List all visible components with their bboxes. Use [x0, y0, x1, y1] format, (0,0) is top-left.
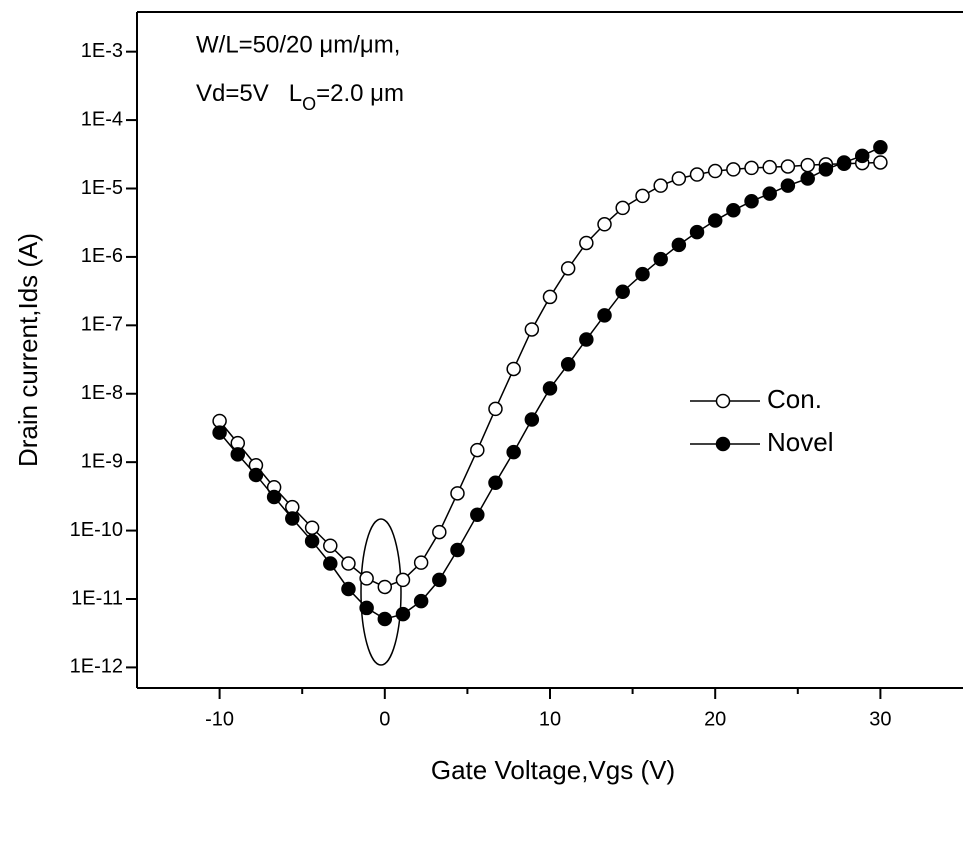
- data-point: [726, 162, 741, 177]
- annotation: W/L=50/20 μm/μm,: [196, 31, 400, 58]
- y-tick-label: 1E-5: [81, 177, 123, 199]
- x-axis-label: Gate Voltage,Vgs (V): [431, 755, 675, 785]
- data-point: [780, 159, 796, 174]
- data-point: [341, 581, 356, 597]
- data-point: [597, 308, 612, 323]
- data-point: [635, 266, 650, 282]
- data-point: [413, 593, 429, 609]
- data-point: [542, 289, 558, 305]
- data-point: [450, 542, 465, 558]
- data-point: [597, 217, 612, 232]
- data-point: [744, 194, 759, 209]
- data-point: [542, 381, 558, 396]
- data-point: [800, 171, 815, 186]
- y-tick-label: 1E-9: [81, 450, 123, 472]
- data-point: [285, 511, 300, 526]
- data-point: [506, 361, 521, 377]
- x-tick-label: 20: [704, 708, 726, 730]
- data-point: [304, 520, 320, 535]
- data-point: [671, 171, 687, 186]
- data-point: [744, 160, 759, 176]
- data-point: [341, 556, 356, 571]
- data-point: [800, 157, 815, 173]
- data-point: [707, 163, 723, 179]
- data-point: [413, 555, 429, 570]
- data-point: [377, 579, 393, 595]
- y-tick-label: 1E-7: [81, 314, 123, 336]
- data-point: [359, 600, 374, 616]
- annotation: Vd=5V LO=2.0 μm: [196, 80, 404, 113]
- y-tick-label: 1E-4: [81, 108, 123, 130]
- highlight-ellipse: [360, 518, 402, 666]
- data-point: [395, 606, 411, 622]
- x-tick-label: 0: [379, 708, 390, 730]
- data-point: [266, 489, 282, 505]
- legend-label: Con.: [767, 384, 822, 414]
- x-tick-label: -10: [205, 708, 234, 730]
- data-point: [873, 155, 888, 170]
- data-point: [818, 162, 834, 177]
- data-point: [377, 611, 393, 627]
- data-point: [506, 444, 521, 460]
- data-point: [836, 155, 852, 170]
- y-tick-label: 1E-12: [70, 656, 123, 678]
- data-point: [653, 251, 668, 267]
- data-point: [726, 203, 741, 218]
- annotation-part: =2.0 μm: [316, 80, 404, 107]
- data-point: [579, 332, 594, 347]
- legend-label: Novel: [767, 427, 833, 457]
- data-point: [524, 322, 540, 337]
- data-point: [780, 178, 796, 193]
- data-point: [488, 401, 503, 417]
- annotation-part: Vd=5V L: [196, 80, 302, 107]
- data-point: [707, 213, 723, 228]
- y-axis-label: Drain current,Ids (A): [13, 233, 43, 467]
- y-tick-label: 1E-6: [81, 245, 123, 267]
- data-point: [653, 178, 668, 193]
- x-tick-label: 10: [539, 708, 561, 730]
- data-point: [450, 486, 465, 501]
- data-point: [762, 186, 777, 201]
- y-tick-label: 1E-10: [70, 519, 123, 541]
- y-tick-label: 1E-8: [81, 382, 123, 404]
- data-point: [488, 475, 503, 491]
- data-point: [395, 572, 411, 588]
- data-point: [854, 148, 870, 164]
- data-point: [579, 235, 594, 251]
- data-point: [689, 167, 705, 182]
- data-point: [524, 412, 540, 427]
- legend-marker: [715, 436, 731, 452]
- data-point: [615, 284, 630, 299]
- data-point: [560, 261, 576, 276]
- annotation-subscript: O: [302, 94, 316, 114]
- data-point: [873, 140, 888, 155]
- data-point: [635, 188, 650, 204]
- y-tick-label: 1E-11: [71, 587, 123, 609]
- data-point: [359, 571, 374, 586]
- data-point: [248, 467, 264, 483]
- data-point: [689, 224, 705, 240]
- data-point: [671, 237, 687, 253]
- y-tick-label: 1E-3: [81, 40, 123, 62]
- x-tick-label: 30: [869, 708, 891, 730]
- data-point: [432, 572, 447, 588]
- data-point: [230, 447, 246, 462]
- data-point: [470, 442, 485, 458]
- data-point: [560, 356, 576, 372]
- data-point: [304, 533, 320, 549]
- data-point: [212, 425, 227, 440]
- data-point: [762, 159, 777, 175]
- legend-marker: [715, 393, 731, 409]
- data-point: [470, 507, 485, 523]
- data-point: [323, 556, 338, 571]
- data-point: [323, 538, 338, 554]
- data-point: [432, 524, 447, 540]
- data-point: [615, 200, 630, 216]
